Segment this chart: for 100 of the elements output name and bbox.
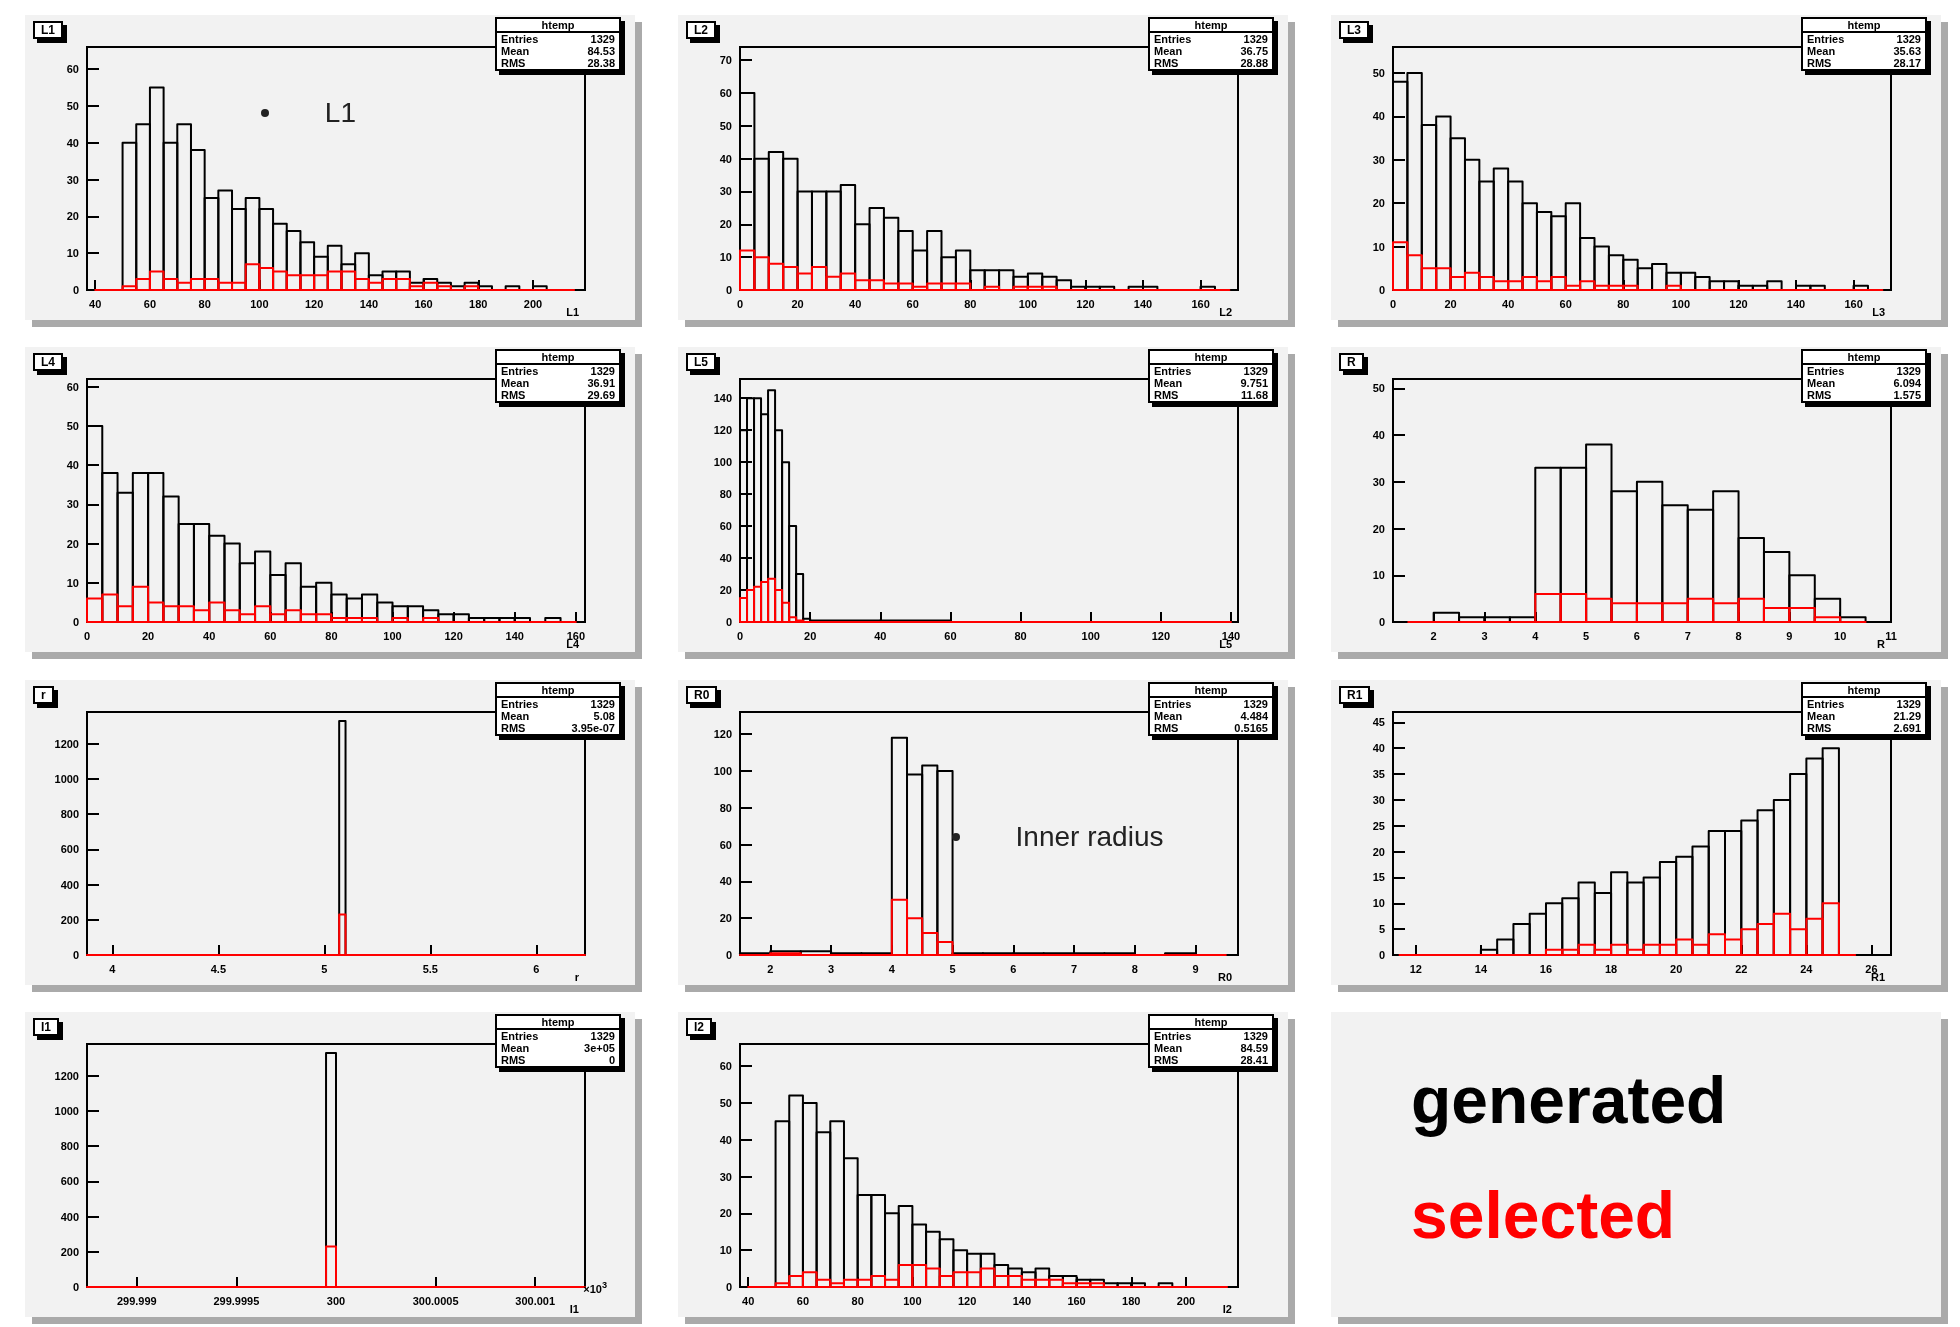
x-tick-label: 100 <box>383 629 402 642</box>
y-tick-label: 200 <box>60 1245 79 1258</box>
y-tick-label: 10 <box>1372 897 1385 910</box>
x-tick-label: 160 <box>414 297 433 310</box>
x-tick-label: 180 <box>469 297 488 310</box>
y-tick-label: 20 <box>1372 197 1385 210</box>
x-tick-label: 20 <box>141 629 155 642</box>
x-tick-label: 9 <box>1786 629 1793 642</box>
x-tick-label: 24 <box>1800 962 1814 975</box>
annotation: RMS <box>501 722 526 734</box>
x-tick-label: 20 <box>1444 297 1457 310</box>
x-tick-label: 40 <box>849 297 862 310</box>
y-tick-label: 10 <box>66 576 79 589</box>
chart-title: L4 <box>33 353 64 371</box>
x-tick-label: 6 <box>1633 629 1640 642</box>
y-tick-label: 0 <box>725 949 732 961</box>
x-axis-title: L1 <box>566 306 579 318</box>
x-tick-label: 5 <box>1583 629 1590 642</box>
x-tick-label: 2 <box>767 962 774 975</box>
x-tick-label: 299.9995 <box>213 1294 260 1307</box>
x-tick-label: 200 <box>1176 1294 1196 1307</box>
x-tick-label: 120 <box>1151 629 1171 642</box>
y-tick-label: 80 <box>719 488 732 501</box>
annotation: RMS <box>1807 722 1832 734</box>
y-tick-label: 40 <box>1372 429 1385 442</box>
x-tick-label: 6 <box>533 962 540 975</box>
x-axis-title: r <box>574 971 579 983</box>
chart-title: L2 <box>686 21 717 39</box>
x-tick-label: 6 <box>1010 962 1017 975</box>
x-tick-label: 22 <box>1735 962 1748 975</box>
x-tick-label: 60 <box>1559 297 1572 310</box>
y-tick-label: 70 <box>719 54 732 67</box>
y-tick-label: 0 <box>725 616 732 628</box>
chart-title: L1 <box>33 21 64 39</box>
x-axis-title: R <box>1877 638 1885 650</box>
y-tick-label: 0 <box>725 284 732 296</box>
x-tick-label: 300.0005 <box>412 1294 459 1307</box>
y-tick-label: 60 <box>66 380 79 393</box>
annotation: 3e+05 <box>584 1042 615 1054</box>
x-tick-label: 18 <box>1604 962 1618 975</box>
x-tick-label: 3 <box>828 962 835 975</box>
annotation: 0.5165 <box>1234 722 1268 734</box>
annotation: Mean <box>1154 1042 1183 1054</box>
x-tick-label: 4 <box>888 962 896 975</box>
chart-title: R0 <box>686 686 718 704</box>
y-tick-label: 40 <box>66 459 79 472</box>
annotation: 3.95e-07 <box>571 722 615 734</box>
x-axis-title: L3 <box>1872 306 1885 318</box>
chart-title: R1 <box>1339 686 1371 704</box>
annotation: Mean <box>501 377 530 389</box>
y-tick-label: 800 <box>60 1140 79 1153</box>
x-tick-label: 4 <box>109 962 117 975</box>
y-tick-label: 10 <box>1372 240 1385 253</box>
x-tick-label: 120 <box>1729 297 1748 310</box>
y-tick-label: 15 <box>1372 871 1385 884</box>
y-tick-label: 30 <box>719 185 732 198</box>
x-tick-label: 100 <box>1081 629 1100 642</box>
y-tick-label: 50 <box>1372 382 1385 395</box>
x-tick-label: 60 <box>906 297 919 310</box>
annotation: RMS <box>1807 57 1832 69</box>
x-tick-label: 140 <box>1012 1294 1032 1307</box>
y-tick-label: 0 <box>72 284 79 296</box>
annotation: ×10$^{3}$ <box>583 1280 607 1295</box>
x-tick-label: 60 <box>264 629 277 642</box>
y-tick-label: 60 <box>719 520 732 533</box>
y-tick-label: 30 <box>66 173 79 186</box>
x-axis-title: L2 <box>1219 306 1232 318</box>
x-tick-label: 100 <box>1018 297 1038 310</box>
y-tick-label: 35 <box>1372 768 1385 781</box>
x-tick-label: 20 <box>1670 962 1683 975</box>
annotation: Mean <box>1154 710 1183 722</box>
x-tick-label: 160 <box>1191 297 1210 310</box>
annotation: Mean <box>501 45 530 57</box>
annotation: Mean <box>1807 45 1836 57</box>
x-tick-label: 4.5 <box>210 962 227 975</box>
x-tick-label: 5 <box>321 962 328 975</box>
y-tick-label: 140 <box>713 392 732 405</box>
x-tick-label: 80 <box>964 297 977 310</box>
x-tick-label: 11 <box>1885 629 1897 642</box>
legend-label: selected <box>1411 1177 1676 1253</box>
y-tick-label: 5 <box>1378 923 1385 936</box>
y-tick-label: 120 <box>713 424 732 437</box>
x-tick-label: 40 <box>874 629 887 642</box>
x-tick-label: 299.999 <box>116 1294 157 1307</box>
y-tick-label: 50 <box>66 99 79 112</box>
y-tick-label: 50 <box>66 420 79 433</box>
x-tick-label: 16 <box>1539 962 1553 975</box>
y-tick-label: 30 <box>1372 793 1385 806</box>
x-tick-label: 140 <box>505 629 524 642</box>
y-tick-label: 20 <box>719 584 732 597</box>
x-tick-label: 100 <box>250 297 269 310</box>
annotation: Mean <box>1807 710 1836 722</box>
x-tick-label: 60 <box>796 1294 810 1307</box>
annotation: Mean <box>501 710 530 722</box>
y-tick-label: 100 <box>713 764 732 777</box>
x-tick-label: 80 <box>1617 297 1630 310</box>
x-tick-label: 3 <box>1481 629 1488 642</box>
y-tick-label: 40 <box>719 152 732 165</box>
y-tick-label: 60 <box>66 63 79 76</box>
y-tick-label: 0 <box>72 616 79 628</box>
